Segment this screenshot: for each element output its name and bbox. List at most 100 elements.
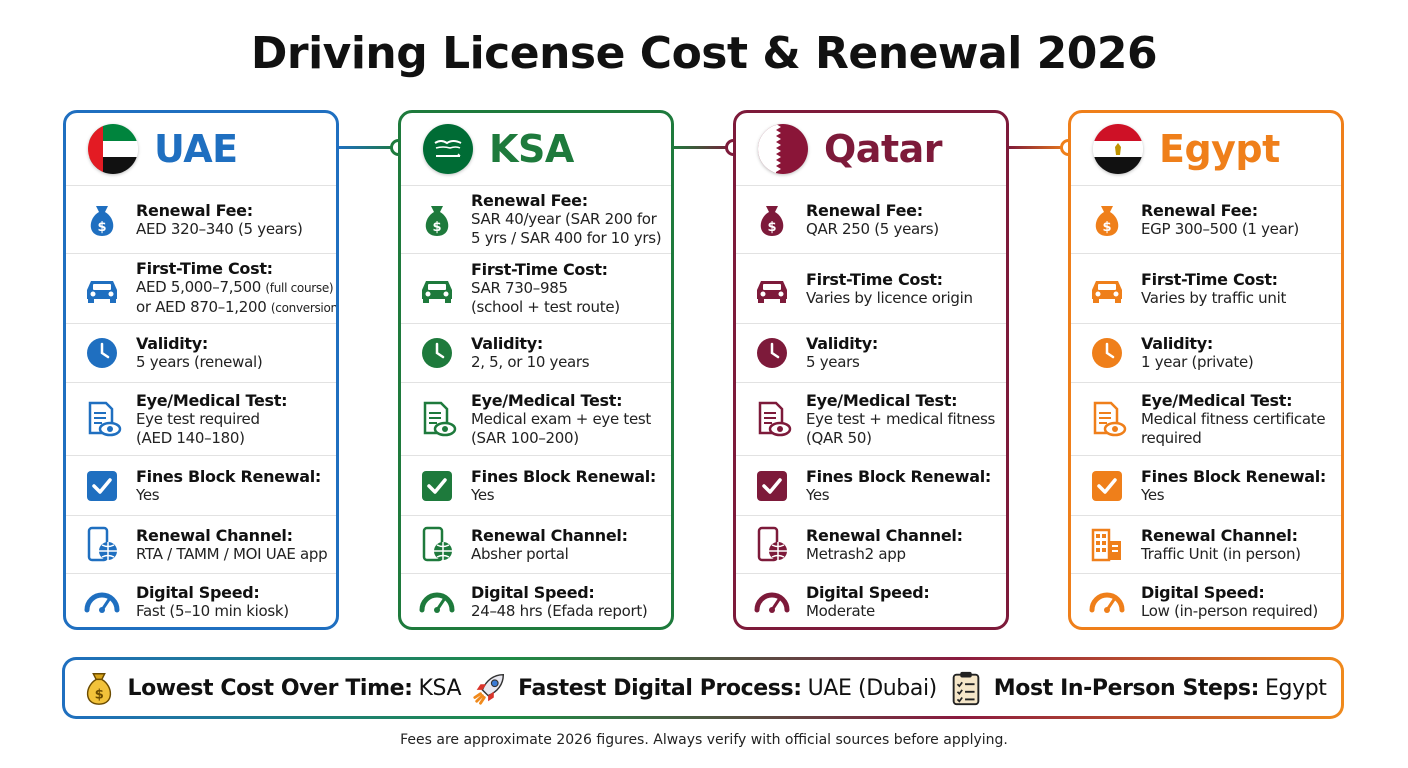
value: Yes — [471, 485, 495, 504]
value-line2: (school + test route) — [471, 298, 620, 316]
label: Renewal Fee: — [806, 200, 923, 220]
money-bag-icon: $ — [80, 198, 124, 242]
label: First-Time Cost: — [136, 259, 273, 278]
value: AED 320–340 (5 years) — [136, 219, 303, 238]
svg-text:$: $ — [95, 687, 104, 702]
summary-label: Most In-Person Steps: — [993, 675, 1260, 701]
value: Yes — [806, 485, 830, 504]
label: Eye/Medical Test: — [806, 390, 958, 410]
eye-document-icon — [1085, 397, 1129, 441]
label: First-Time Cost: — [806, 269, 943, 289]
value: Traffic Unit (in person) — [1141, 544, 1301, 563]
money-bag-icon: $ — [750, 198, 794, 242]
label: Validity: — [471, 334, 543, 353]
row-renewal-fee: $ Renewal Fee: AED 320–340 (5 years) — [66, 185, 336, 253]
egypt-flag — [1093, 124, 1143, 174]
value-line2: required — [1141, 428, 1202, 447]
value: Varies by licence origin — [806, 288, 973, 307]
value-note: (full course) — [265, 281, 334, 295]
label: Renewal Fee: — [471, 191, 588, 210]
ksa-flag — [423, 124, 473, 174]
summary-label: Lowest Cost Over Time: — [127, 675, 413, 701]
value: 1 year (private) — [1141, 353, 1254, 371]
value-main: AED 5,000–7,500 — [136, 278, 261, 296]
value: SAR 40/year (SAR 200 for — [471, 210, 657, 228]
eye-document-icon — [415, 397, 459, 441]
rocket-icon — [470, 668, 510, 708]
speedometer-icon — [415, 580, 459, 624]
speedometer-icon — [750, 580, 794, 624]
row-eye-medical-test: Eye/Medical Test: Medical exam + eye test… — [401, 382, 671, 455]
building-icon — [1085, 523, 1129, 567]
summary-bar: $ Lowest Cost Over Time: KSA Fastest Digi… — [62, 657, 1344, 719]
car-icon — [80, 267, 124, 311]
summary-value: Egypt — [1265, 675, 1327, 701]
label: Eye/Medical Test: — [136, 390, 288, 410]
value-line2: 5 yrs / SAR 400 for 10 yrs) — [471, 229, 662, 247]
checkbox-icon — [415, 464, 459, 508]
label: Renewal Channel: — [471, 525, 628, 545]
value: QAR 250 (5 years) — [806, 219, 939, 238]
row-first-time-cost: First-Time Cost: SAR 730–985 (school + tes… — [401, 253, 671, 323]
country-name: Egypt — [1159, 127, 1280, 171]
row-validity: Validity: 1 year (private) — [1071, 323, 1341, 382]
phone-globe-icon — [750, 523, 794, 567]
svg-text:$: $ — [767, 220, 776, 235]
value: Metrash2 app — [806, 544, 906, 563]
label: Fines Block Renewal: — [471, 466, 656, 486]
value: Medical exam + eye test — [471, 409, 651, 428]
money-bag-icon: $ — [79, 668, 119, 708]
row-first-time-cost: First-Time Cost: Varies by licence origin — [736, 253, 1006, 323]
label: Digital Speed: — [1141, 583, 1265, 602]
value-note: (conversion) — [270, 301, 339, 315]
label: First-Time Cost: — [471, 260, 608, 279]
label: First-Time Cost: — [1141, 269, 1278, 289]
clock-icon — [415, 331, 459, 375]
value: Yes — [136, 485, 160, 504]
checkbox-icon — [80, 464, 124, 508]
value: 5 years — [806, 353, 860, 371]
card-qatar: Qatar $ Renewal Fee: QAR 250 (5 years) Fi… — [733, 110, 1009, 630]
value: Yes — [1141, 485, 1165, 504]
row-eye-medical-test: Eye/Medical Test: Eye test required (AED 1… — [66, 382, 336, 455]
summary-value: KSA — [418, 675, 462, 701]
value: Medical fitness certificate — [1141, 409, 1326, 428]
value: Low (in-person required) — [1141, 602, 1318, 620]
label: Fines Block Renewal: — [806, 466, 991, 486]
checkbox-icon — [750, 464, 794, 508]
label: Digital Speed: — [806, 583, 930, 602]
eye-document-icon — [750, 397, 794, 441]
label: Eye/Medical Test: — [1141, 390, 1293, 410]
value-main: or AED 870–1,200 — [136, 298, 267, 316]
value: Absher portal — [471, 544, 569, 563]
row-validity: Validity: 5 years — [736, 323, 1006, 382]
row-renewal-channel: Renewal Channel: Traffic Unit (in person) — [1071, 515, 1341, 573]
svg-text:$: $ — [432, 220, 441, 235]
uae-flag — [88, 124, 138, 174]
row-fines-block-renewal: Fines Block Renewal: Yes — [66, 455, 336, 515]
speedometer-icon — [1085, 580, 1129, 624]
summary-fastest-digital: Fastest Digital Process: UAE (Dubai) — [470, 668, 937, 708]
country-name: KSA — [489, 127, 574, 171]
summary-bar-inner: $ Lowest Cost Over Time: KSA Fastest Digi… — [65, 660, 1341, 716]
row-renewal-channel: Renewal Channel: Absher portal — [401, 515, 671, 573]
label: Renewal Channel: — [1141, 525, 1298, 545]
value: 24–48 hrs (Efada report) — [471, 602, 648, 620]
clock-icon — [1085, 331, 1129, 375]
country-name: Qatar — [824, 127, 943, 171]
connector-ksa-qatar — [673, 139, 742, 156]
label: Digital Speed: — [471, 583, 595, 602]
row-renewal-channel: Renewal Channel: Metrash2 app — [736, 515, 1006, 573]
value-line2: (SAR 100–200) — [471, 428, 579, 447]
row-digital-speed: Digital Speed: 24–48 hrs (Efada report) — [401, 573, 671, 627]
value-line2: (AED 140–180) — [136, 428, 245, 447]
row-fines-block-renewal: Fines Block Renewal: Yes — [1071, 455, 1341, 515]
row-validity: Validity: 5 years (renewal) — [66, 323, 336, 382]
summary-lowest-cost: $ Lowest Cost Over Time: KSA — [79, 668, 462, 708]
row-fines-block-renewal: Fines Block Renewal: Yes — [401, 455, 671, 515]
car-icon — [750, 267, 794, 311]
clock-icon — [750, 331, 794, 375]
checkbox-icon — [1085, 464, 1129, 508]
money-bag-icon: $ — [1085, 198, 1129, 242]
label: Validity: — [136, 334, 208, 353]
